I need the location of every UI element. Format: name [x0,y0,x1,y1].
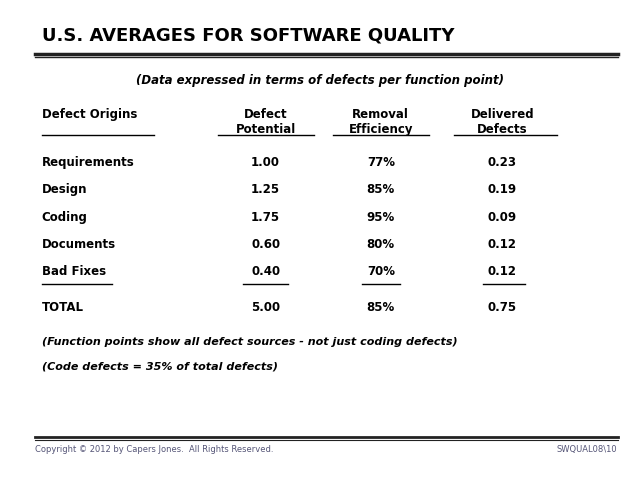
Text: (Function points show all defect sources - not just coding defects): (Function points show all defect sources… [42,337,457,348]
Text: 70%: 70% [367,265,395,278]
Text: 0.19: 0.19 [488,183,517,196]
Text: Defect
Potential: Defect Potential [236,108,296,136]
Text: Requirements: Requirements [42,156,134,169]
Text: Delivered
Defects: Delivered Defects [470,108,534,136]
Text: 0.12: 0.12 [488,238,517,251]
Text: 0.23: 0.23 [488,156,517,169]
Text: 5.00: 5.00 [251,301,280,314]
Text: 80%: 80% [367,238,395,251]
Text: U.S. AVERAGES FOR SOFTWARE QUALITY: U.S. AVERAGES FOR SOFTWARE QUALITY [42,26,454,45]
Text: SWQUAL08\10: SWQUAL08\10 [557,445,618,454]
Text: 0.60: 0.60 [251,238,280,251]
Text: Documents: Documents [42,238,116,251]
Text: 0.09: 0.09 [488,211,517,224]
Text: 0.12: 0.12 [488,265,517,278]
Text: 1.25: 1.25 [251,183,280,196]
Text: Bad Fixes: Bad Fixes [42,265,106,278]
Text: Coding: Coding [42,211,88,224]
Text: Design: Design [42,183,87,196]
Text: Defect Origins: Defect Origins [42,108,137,121]
Text: TOTAL: TOTAL [42,301,84,314]
Text: 95%: 95% [367,211,395,224]
Text: 1.75: 1.75 [251,211,280,224]
Text: 85%: 85% [367,301,395,314]
Text: Copyright © 2012 by Capers Jones.  All Rights Reserved.: Copyright © 2012 by Capers Jones. All Ri… [35,445,274,454]
Text: (Data expressed in terms of defects per function point): (Data expressed in terms of defects per … [136,74,504,87]
Text: 0.40: 0.40 [251,265,280,278]
Text: 1.00: 1.00 [251,156,280,169]
Text: 85%: 85% [367,183,395,196]
Text: 77%: 77% [367,156,395,169]
Text: Removal
Efficiency: Removal Efficiency [349,108,413,136]
Text: (Code defects = 35% of total defects): (Code defects = 35% of total defects) [42,361,278,372]
Text: 0.75: 0.75 [488,301,517,314]
